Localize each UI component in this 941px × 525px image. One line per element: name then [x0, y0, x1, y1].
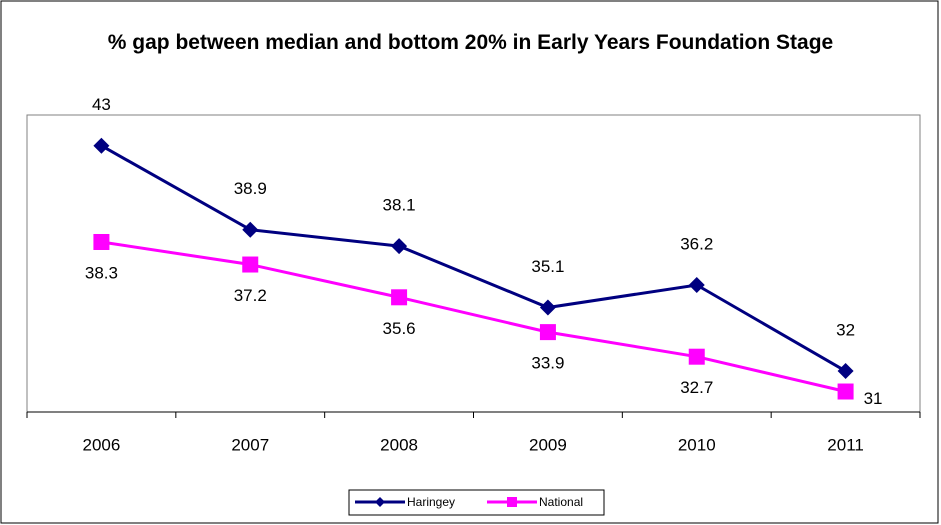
data-label: 38.1: [383, 196, 416, 215]
x-tick-label: 2008: [380, 435, 418, 454]
data-point: [837, 383, 854, 400]
data-point: [688, 277, 705, 294]
legend-marker: [375, 497, 385, 507]
legend-marker: [507, 497, 517, 507]
legend-label: National: [539, 495, 583, 509]
data-label: 33.9: [531, 354, 564, 373]
data-label: 31: [864, 389, 883, 408]
data-point: [93, 137, 110, 154]
data-label: 35.1: [531, 257, 564, 276]
data-label: 35.6: [383, 319, 416, 338]
data-point: [539, 324, 556, 341]
data-point: [391, 289, 408, 306]
data-point: [242, 221, 259, 238]
data-label: 37.2: [234, 286, 267, 305]
x-tick-label: 2009: [529, 435, 567, 454]
data-point: [688, 348, 705, 365]
data-point: [242, 256, 259, 273]
x-tick-label: 2006: [83, 435, 121, 454]
data-point: [93, 233, 110, 250]
data-label: 38.3: [85, 263, 118, 282]
data-point: [539, 299, 556, 316]
data-label: 38.9: [234, 179, 267, 198]
data-point: [391, 238, 408, 255]
chart-title: % gap between median and bottom 20% in E…: [107, 31, 834, 54]
series-line: [100, 144, 847, 373]
data-label: 32.7: [680, 378, 713, 397]
data-point: [837, 363, 854, 380]
data-label: 36.2: [680, 234, 713, 253]
x-tick-label: 2007: [231, 435, 269, 454]
x-tick-label: 2010: [678, 435, 716, 454]
x-tick-label: 2011: [827, 435, 864, 454]
data-label: 43: [92, 95, 111, 114]
legend-label: Haringey: [407, 495, 455, 509]
data-label: 32: [836, 321, 855, 340]
series-line: [101, 240, 846, 393]
